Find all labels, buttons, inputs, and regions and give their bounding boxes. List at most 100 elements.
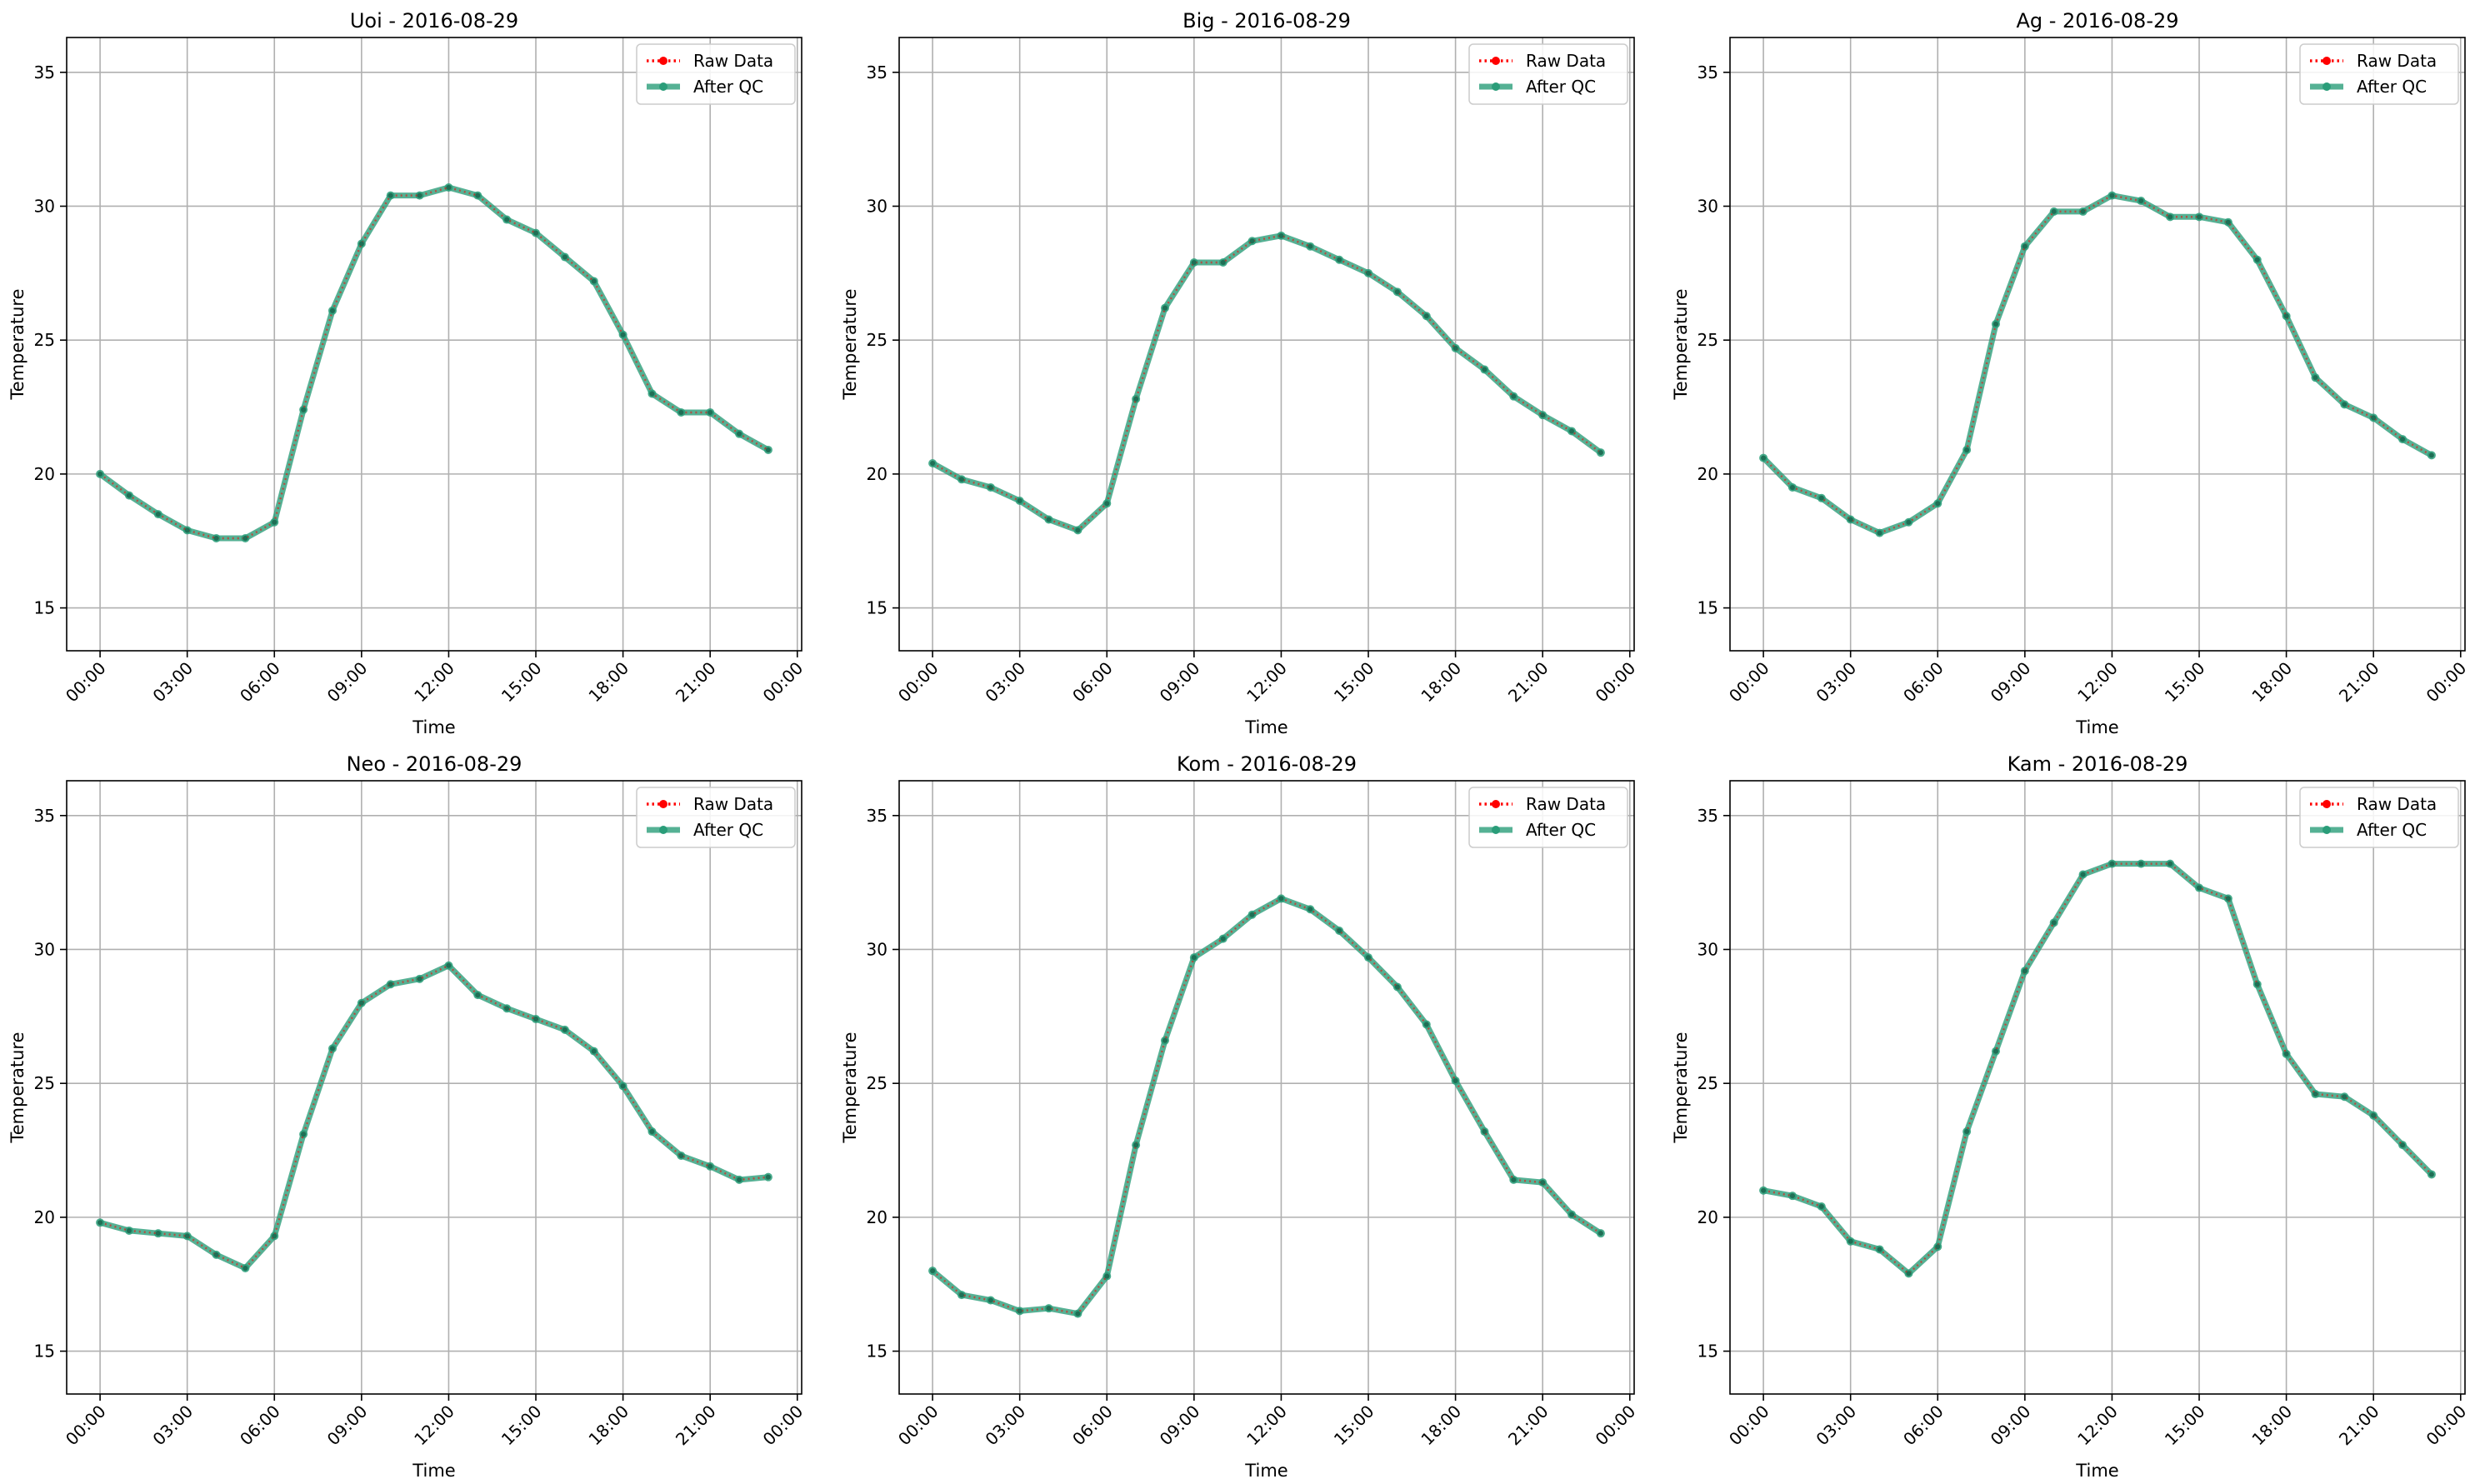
x-tick-label: 00:00 [759, 658, 808, 707]
legend-label: Raw Data [693, 51, 773, 71]
chart-title: Kam - 2016-08-29 [2008, 752, 2188, 776]
x-tick-label: 00:00 [1592, 658, 1640, 707]
series-raw-data [98, 962, 771, 1271]
y-tick-label: 35 [867, 806, 888, 826]
x-tick-label: 06:00 [1068, 658, 1117, 707]
data-point [958, 477, 964, 482]
chart-title: Uoi - 2016-08-29 [350, 9, 518, 32]
x-tick-label: 12:00 [410, 1402, 458, 1450]
data-point [1308, 243, 1313, 249]
data-point [2168, 214, 2173, 220]
series-after-qc [1759, 191, 2436, 537]
legend-marker [2322, 82, 2331, 91]
data-point [1308, 907, 1313, 912]
data-point [2254, 257, 2260, 262]
y-tick-label: 30 [34, 196, 55, 216]
series-line [1762, 861, 2434, 1277]
data-point [1046, 517, 1052, 522]
x-axis-label: Time [1244, 1461, 1288, 1481]
y-tick-label: 35 [867, 62, 888, 82]
series-line [930, 895, 1602, 1317]
legend-label: Raw Data [1526, 51, 1606, 71]
y-tick-label: 25 [867, 1073, 888, 1093]
legend-marker [1492, 826, 1500, 834]
series-raw-data [1761, 192, 2434, 536]
legend-label: After QC [1526, 77, 1596, 97]
legend-label: After QC [2357, 77, 2427, 97]
data-point [591, 278, 597, 284]
x-axis-label: Time [412, 1461, 455, 1481]
legend-marker [1492, 57, 1500, 65]
x-tick-label: 15:00 [1330, 658, 1378, 707]
x-tick-label: 09:00 [1987, 658, 2035, 707]
legend-label: Raw Data [1526, 794, 1606, 814]
data-point [649, 1129, 655, 1135]
data-point [1394, 984, 1400, 990]
data-point [2428, 452, 2434, 458]
y-tick-label: 20 [867, 1207, 888, 1227]
data-point [1598, 1231, 1603, 1237]
data-point [2283, 1051, 2289, 1057]
data-point [126, 492, 132, 498]
y-tick-label: 25 [1698, 1073, 1718, 1093]
data-point [2051, 920, 2057, 926]
data-point [1337, 257, 1342, 262]
x-tick-label: 12:00 [410, 658, 458, 707]
data-point [272, 1233, 278, 1239]
axes-frame [66, 37, 802, 652]
legend-label: After QC [693, 820, 763, 840]
data-point [98, 1220, 103, 1226]
data-point [272, 519, 278, 525]
series-line [98, 184, 770, 542]
y-tick-label: 35 [1698, 62, 1718, 82]
data-point [1598, 450, 1603, 456]
y-tick-label: 20 [1698, 464, 1718, 484]
series-line [1762, 194, 2432, 534]
data-point [1540, 412, 1546, 418]
data-point [1964, 1129, 1970, 1135]
data-point [2400, 1142, 2406, 1148]
x-tick-label: 03:00 [148, 1402, 197, 1450]
chart-title: Big - 2016-08-29 [1182, 9, 1351, 32]
data-point [1511, 393, 1517, 399]
y-tick-label: 25 [867, 330, 888, 350]
x-axis-label: Time [1244, 717, 1288, 737]
y-tick-label: 25 [1698, 330, 1718, 350]
y-tick-label: 20 [867, 464, 888, 484]
x-tick-label: 00:00 [894, 1402, 942, 1450]
data-point [1992, 321, 1998, 327]
chart-panel-0: Uoi - 2016-08-29 15 20 25 30 35 00:00 03:00 06:0… [8, 9, 807, 737]
data-point [1935, 1244, 1941, 1250]
data-point [446, 962, 452, 968]
data-point [1394, 289, 1400, 295]
data-point [1761, 1187, 1767, 1193]
data-point [1877, 1247, 1882, 1252]
legend-marker [659, 82, 668, 91]
legend: Raw Data After QC [636, 43, 796, 105]
data-point [1482, 367, 1488, 372]
data-point [533, 230, 539, 236]
series-after-qc [96, 961, 772, 1272]
series-line [932, 897, 1602, 1315]
data-point [358, 241, 364, 247]
data-point [388, 192, 393, 198]
data-point [301, 407, 307, 412]
data-point [737, 1177, 742, 1182]
data-point [1818, 1204, 1824, 1210]
data-point [2371, 415, 2377, 421]
y-tick-label: 35 [34, 806, 55, 826]
data-point [1569, 428, 1575, 434]
x-tick-label: 03:00 [1812, 1402, 1860, 1450]
data-point [2283, 313, 2289, 319]
x-tick-label: 06:00 [236, 658, 284, 707]
series-raw-data [930, 896, 1603, 1317]
y-axis-label: Temperature [840, 288, 860, 400]
x-tick-label: 00:00 [2422, 658, 2471, 707]
x-tick-label: 00:00 [894, 658, 942, 707]
data-point [1162, 305, 1168, 311]
y-tick-label: 20 [1698, 1207, 1718, 1227]
x-tick-label: 00:00 [62, 1402, 110, 1450]
data-point [1818, 495, 1824, 501]
data-point [1423, 1022, 1429, 1027]
x-tick-label: 03:00 [148, 658, 197, 707]
